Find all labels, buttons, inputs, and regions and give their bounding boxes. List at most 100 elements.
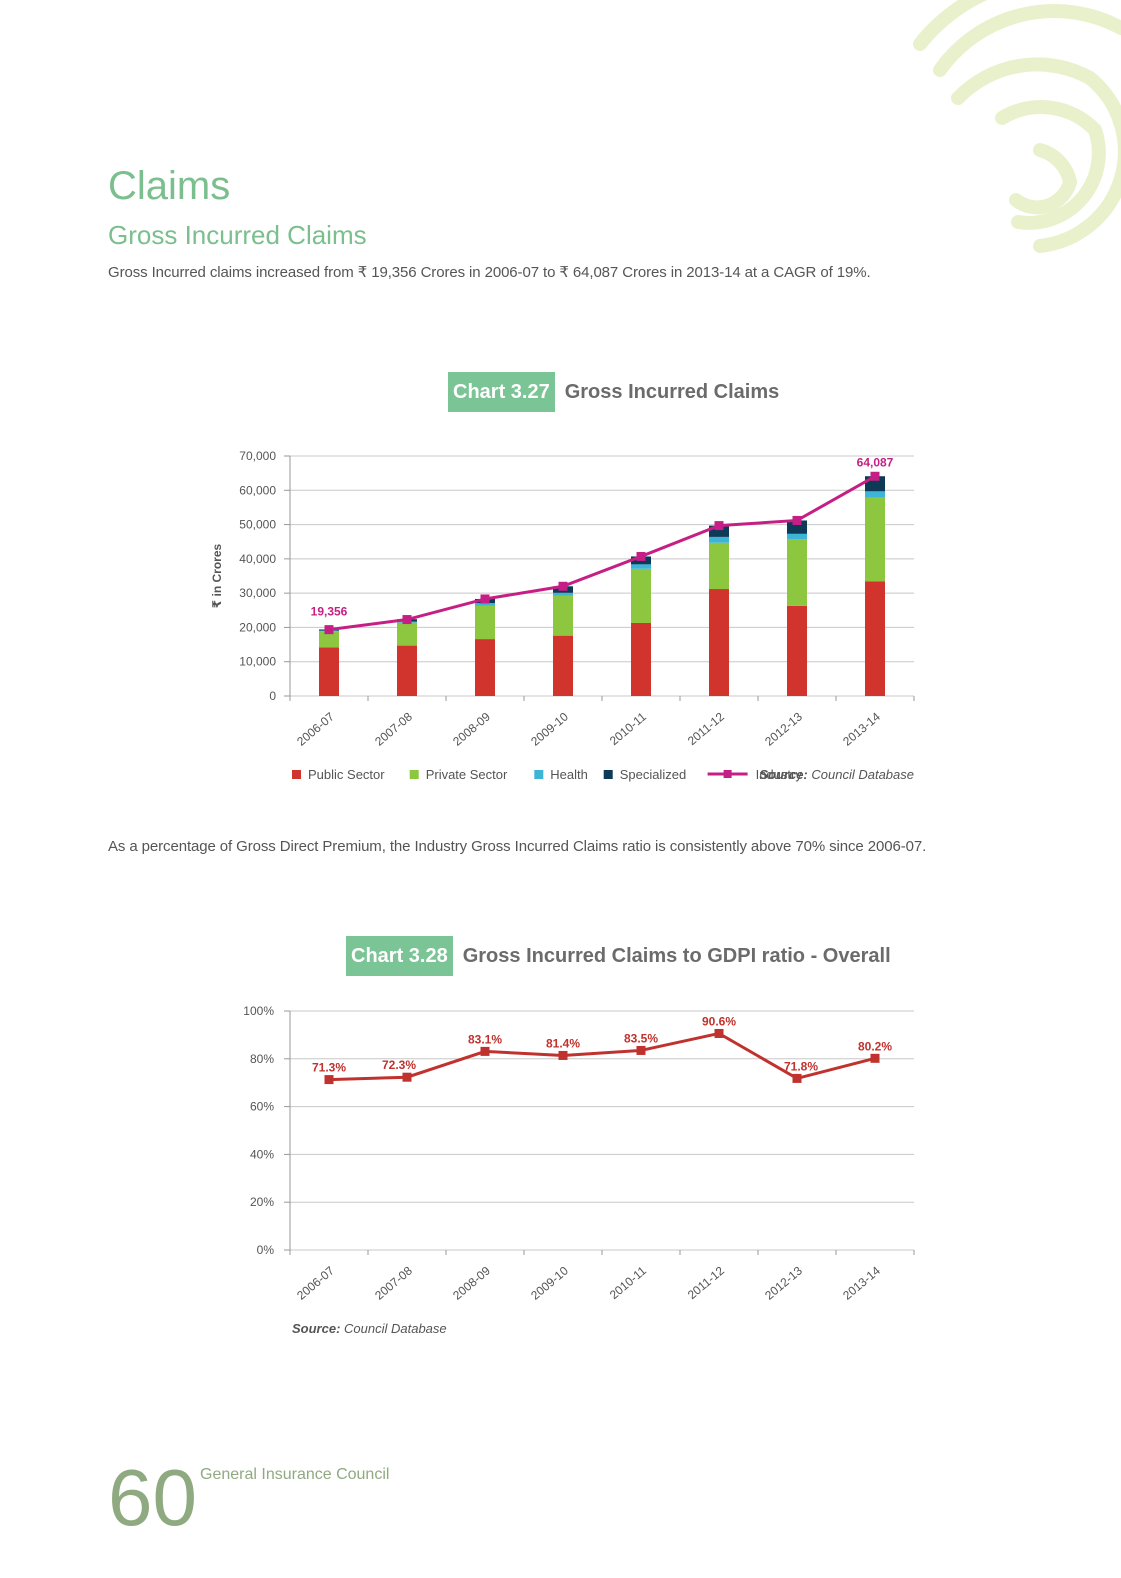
data-label: 80.2% (858, 1039, 892, 1053)
industry-point (792, 515, 802, 525)
data-label: 64,087 (857, 455, 894, 469)
y-tick-label: 40,000 (239, 552, 276, 566)
bar-public-sector (475, 639, 495, 696)
legend-label: Private Sector (426, 767, 508, 782)
x-tick-label: 2006-07 (294, 1263, 337, 1302)
y-tick-label: 20,000 (239, 620, 276, 634)
bar-private-sector (319, 631, 339, 648)
ratio-point (714, 1028, 724, 1038)
bar-private-sector (631, 568, 651, 623)
footer-org-name: General Insurance Council (200, 1466, 390, 1483)
x-tick-label: 2010-11 (607, 1263, 649, 1302)
y-tick-label: 0 (269, 689, 276, 703)
y-tick-label: 50,000 (239, 518, 276, 532)
bar-public-sector (787, 605, 807, 696)
bar-health (475, 603, 495, 606)
x-tick-label: 2013-14 (840, 1263, 883, 1302)
bar-health (553, 592, 573, 596)
legend-swatch (292, 770, 301, 779)
y-tick-label: 70,000 (239, 449, 276, 463)
industry-point (714, 521, 724, 531)
data-label: 71.8% (784, 1059, 818, 1073)
ratio-point (792, 1073, 802, 1083)
ratio-point (324, 1075, 334, 1085)
data-label: 90.6% (702, 1014, 736, 1028)
bar-public-sector (397, 645, 417, 696)
section-title: Claims (108, 164, 231, 208)
industry-line (328, 474, 876, 632)
bar-health (631, 564, 651, 569)
y-tick-label: 40% (250, 1147, 274, 1161)
ratio-point (558, 1050, 568, 1060)
legend-label: Health (550, 767, 588, 782)
intro-paragraph: Gross Incurred claims increased from ₹ 1… (108, 264, 871, 281)
data-label: 81.4% (546, 1036, 580, 1050)
x-tick-label: 2012-13 (762, 1263, 805, 1302)
y-axis-label: ₹ in Crores (210, 543, 224, 608)
legend-swatch (534, 770, 544, 779)
chart-title: Gross Incurred Claims to GDPI ratio - Ov… (462, 944, 891, 967)
ratio-point (402, 1072, 412, 1082)
bar-specialized (709, 525, 729, 537)
legend-swatch (409, 770, 419, 779)
chart-tag: Chart 3.27 (448, 372, 555, 412)
x-tick-label: 2007-08 (372, 1263, 415, 1302)
ratio-point (636, 1045, 646, 1055)
data-label: 83.5% (624, 1031, 658, 1045)
chart-source: Source: Council Database (759, 767, 914, 782)
y-tick-label: 100% (243, 1004, 274, 1018)
y-tick-label: 0% (257, 1243, 275, 1257)
legend-swatch (603, 770, 613, 779)
y-tick-label: 60,000 (239, 483, 276, 497)
bar-private-sector (397, 622, 417, 646)
industry-point (870, 471, 880, 481)
bar-private-sector (787, 539, 807, 606)
data-label: 71.3% (312, 1061, 346, 1075)
x-tick-label: 2011-12 (685, 1263, 727, 1302)
industry-point (636, 551, 646, 561)
y-tick-label: 10,000 (239, 655, 276, 669)
data-label: 72.3% (382, 1058, 416, 1072)
bar-public-sector (319, 647, 339, 696)
ratio-point (870, 1053, 880, 1063)
industry-point (402, 615, 412, 625)
chart-3-27-header: Chart 3.27 Gross Incurred Claims (448, 372, 779, 412)
section-subtitle: Gross Incurred Claims (108, 220, 367, 250)
bar-public-sector (865, 581, 885, 696)
bar-private-sector (475, 605, 495, 640)
x-tick-label: 2008-09 (450, 1263, 493, 1302)
y-tick-label: 80% (250, 1052, 274, 1066)
data-label: 83.1% (468, 1032, 502, 1046)
bar-specialized (787, 520, 807, 534)
industry-point (324, 625, 334, 635)
bar-private-sector (709, 542, 729, 590)
legend-label: Industry (756, 767, 803, 782)
page-number: 60 (108, 1453, 197, 1542)
bar-public-sector (709, 589, 729, 696)
bar-public-sector (631, 622, 651, 696)
bar-private-sector (553, 595, 573, 636)
legend-label: Public Sector (308, 767, 385, 782)
ratio-paragraph: As a percentage of Gross Direct Premium,… (108, 838, 927, 855)
x-tick-label: 2009-10 (528, 1263, 571, 1302)
legend-marker (723, 770, 732, 778)
bar-health (865, 491, 885, 498)
bar-private-sector (865, 497, 885, 582)
industry-point (558, 581, 568, 591)
bar-health (709, 536, 729, 543)
y-tick-label: 30,000 (239, 586, 276, 600)
bar-health (787, 533, 807, 540)
y-tick-label: 60% (250, 1100, 274, 1114)
data-label: 19,356 (311, 605, 348, 619)
bar-public-sector (553, 635, 573, 696)
ratio-point (480, 1046, 490, 1056)
industry-point (480, 594, 490, 604)
chart-source: Source: Council Database (292, 1321, 447, 1336)
legend-label: Specialized (620, 767, 687, 782)
chart-3-28-header: Chart 3.28 Gross Incurred Claims to GDPI… (346, 936, 891, 976)
chart-title: Gross Incurred Claims (564, 380, 780, 403)
ratio-line (328, 1031, 876, 1082)
